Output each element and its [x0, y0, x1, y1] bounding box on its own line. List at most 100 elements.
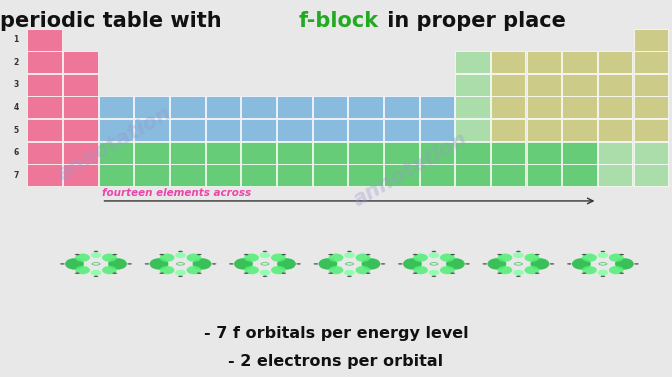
FancyBboxPatch shape — [527, 97, 561, 118]
FancyBboxPatch shape — [527, 142, 561, 164]
FancyBboxPatch shape — [99, 97, 133, 118]
FancyBboxPatch shape — [562, 142, 597, 164]
FancyBboxPatch shape — [277, 164, 312, 186]
Ellipse shape — [413, 266, 428, 274]
Ellipse shape — [282, 273, 286, 274]
Ellipse shape — [271, 253, 286, 262]
Ellipse shape — [431, 251, 436, 252]
Ellipse shape — [430, 263, 438, 265]
FancyBboxPatch shape — [206, 97, 241, 118]
Ellipse shape — [513, 252, 523, 258]
Ellipse shape — [497, 266, 512, 274]
Ellipse shape — [582, 253, 597, 262]
Ellipse shape — [497, 273, 502, 274]
FancyBboxPatch shape — [348, 97, 383, 118]
Ellipse shape — [75, 273, 79, 274]
Ellipse shape — [524, 253, 539, 262]
Ellipse shape — [159, 254, 164, 255]
FancyBboxPatch shape — [634, 97, 668, 118]
Ellipse shape — [366, 273, 371, 274]
Ellipse shape — [497, 254, 502, 255]
FancyBboxPatch shape — [170, 119, 204, 141]
Ellipse shape — [440, 253, 455, 262]
FancyBboxPatch shape — [170, 97, 204, 118]
FancyBboxPatch shape — [134, 119, 169, 141]
Ellipse shape — [144, 263, 149, 265]
FancyBboxPatch shape — [634, 164, 668, 186]
FancyBboxPatch shape — [312, 164, 347, 186]
Ellipse shape — [513, 270, 523, 276]
Ellipse shape — [516, 276, 521, 277]
Ellipse shape — [620, 273, 624, 274]
Ellipse shape — [277, 258, 296, 270]
FancyBboxPatch shape — [63, 97, 97, 118]
FancyBboxPatch shape — [384, 97, 419, 118]
FancyBboxPatch shape — [348, 164, 383, 186]
Ellipse shape — [150, 258, 169, 270]
Ellipse shape — [609, 266, 624, 274]
FancyBboxPatch shape — [277, 142, 312, 164]
FancyBboxPatch shape — [527, 119, 561, 141]
FancyBboxPatch shape — [419, 97, 454, 118]
FancyBboxPatch shape — [491, 142, 526, 164]
Ellipse shape — [175, 252, 186, 258]
Ellipse shape — [355, 253, 370, 262]
Ellipse shape — [175, 270, 186, 276]
Ellipse shape — [271, 266, 286, 274]
Ellipse shape — [429, 270, 439, 276]
FancyBboxPatch shape — [527, 51, 561, 73]
Ellipse shape — [60, 263, 65, 265]
Text: 5: 5 — [13, 126, 19, 135]
Text: - 2 electrons per orbital: - 2 electrons per orbital — [228, 354, 444, 369]
FancyBboxPatch shape — [491, 51, 526, 73]
FancyBboxPatch shape — [455, 97, 490, 118]
FancyBboxPatch shape — [384, 119, 419, 141]
FancyBboxPatch shape — [455, 51, 490, 73]
Ellipse shape — [431, 276, 436, 277]
Ellipse shape — [609, 253, 624, 262]
Ellipse shape — [329, 254, 333, 255]
FancyBboxPatch shape — [491, 74, 526, 96]
Ellipse shape — [345, 263, 353, 265]
Ellipse shape — [582, 273, 587, 274]
FancyBboxPatch shape — [241, 142, 276, 164]
Ellipse shape — [263, 251, 267, 252]
Ellipse shape — [450, 273, 455, 274]
Ellipse shape — [91, 252, 101, 258]
FancyBboxPatch shape — [598, 51, 632, 73]
FancyBboxPatch shape — [99, 119, 133, 141]
Ellipse shape — [112, 254, 117, 255]
Text: f-block: f-block — [299, 11, 379, 31]
FancyBboxPatch shape — [527, 74, 561, 96]
FancyBboxPatch shape — [491, 97, 526, 118]
FancyBboxPatch shape — [99, 164, 133, 186]
FancyBboxPatch shape — [419, 119, 454, 141]
Ellipse shape — [187, 253, 202, 262]
FancyBboxPatch shape — [28, 97, 62, 118]
Ellipse shape — [403, 258, 422, 270]
Ellipse shape — [261, 263, 269, 265]
Ellipse shape — [535, 254, 540, 255]
Text: 4: 4 — [13, 103, 19, 112]
FancyBboxPatch shape — [419, 142, 454, 164]
Ellipse shape — [263, 276, 267, 277]
Ellipse shape — [92, 263, 100, 265]
FancyBboxPatch shape — [634, 119, 668, 141]
FancyBboxPatch shape — [634, 74, 668, 96]
FancyBboxPatch shape — [562, 74, 597, 96]
FancyBboxPatch shape — [170, 164, 204, 186]
FancyBboxPatch shape — [634, 142, 668, 164]
Ellipse shape — [112, 273, 117, 274]
FancyBboxPatch shape — [634, 51, 668, 73]
FancyBboxPatch shape — [384, 164, 419, 186]
FancyBboxPatch shape — [312, 97, 347, 118]
Ellipse shape — [160, 253, 175, 262]
FancyBboxPatch shape — [598, 97, 632, 118]
Ellipse shape — [601, 276, 605, 277]
FancyBboxPatch shape — [455, 164, 490, 186]
FancyBboxPatch shape — [312, 119, 347, 141]
FancyBboxPatch shape — [134, 142, 169, 164]
Ellipse shape — [212, 263, 216, 265]
Ellipse shape — [550, 263, 554, 265]
Ellipse shape — [347, 276, 352, 277]
